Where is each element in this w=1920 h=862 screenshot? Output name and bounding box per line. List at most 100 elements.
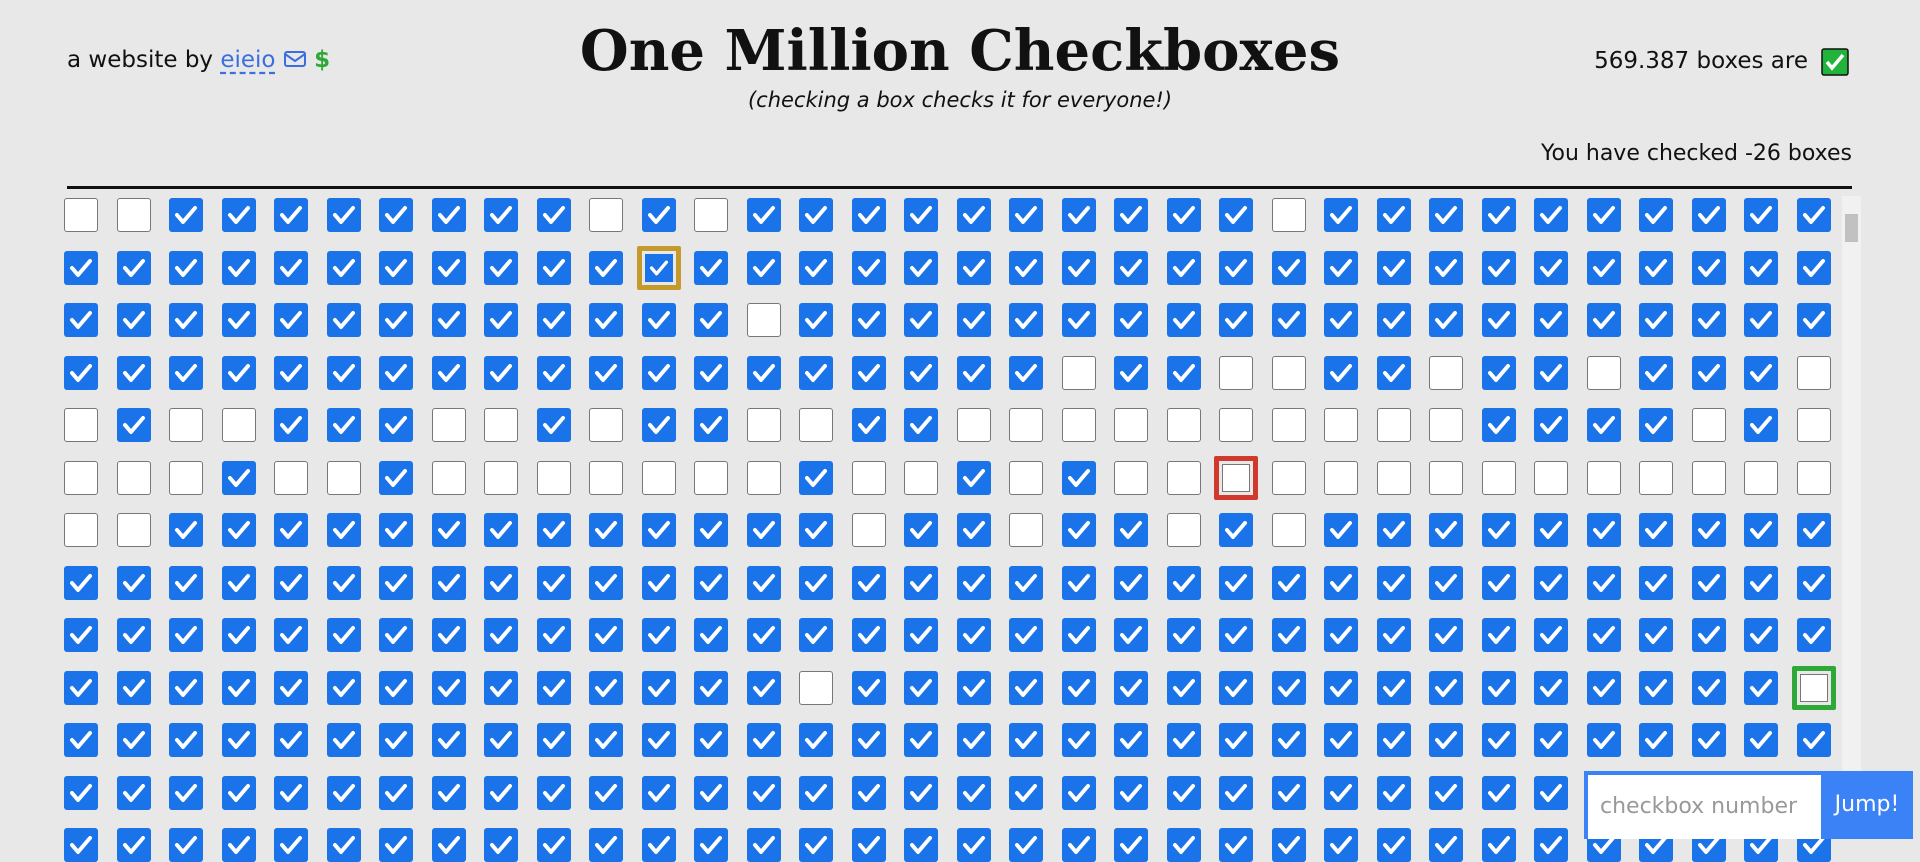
checkbox[interactable]: [431, 513, 466, 547]
checkbox[interactable]: [274, 723, 308, 757]
checkbox[interactable]: [326, 460, 361, 495]
checkbox[interactable]: [431, 565, 466, 600]
checkbox[interactable]: [1534, 670, 1568, 705]
checkbox[interactable]: [221, 460, 256, 495]
checkbox[interactable]: [694, 198, 728, 232]
checkbox[interactable]: [1481, 670, 1516, 705]
checkbox[interactable]: [641, 408, 676, 442]
checkbox[interactable]: [326, 250, 361, 285]
checkbox[interactable]: [1061, 565, 1096, 600]
checkbox[interactable]: [641, 355, 676, 390]
checkbox[interactable]: [746, 198, 781, 232]
checkbox[interactable]: [1114, 775, 1148, 810]
checkbox[interactable]: [1691, 513, 1726, 547]
checkbox[interactable]: [1271, 303, 1306, 337]
checkbox[interactable]: [1376, 618, 1411, 652]
checkbox[interactable]: [589, 250, 623, 285]
checkbox[interactable]: [536, 618, 571, 652]
checkbox[interactable]: [1324, 198, 1358, 232]
checkbox[interactable]: [694, 355, 728, 390]
checkbox[interactable]: [1639, 670, 1673, 705]
checkbox[interactable]: [64, 355, 98, 390]
checkbox[interactable]: [956, 723, 991, 757]
checkbox[interactable]: [1166, 618, 1201, 652]
checkbox[interactable]: [116, 460, 151, 495]
checkbox[interactable]: [326, 198, 361, 232]
checkbox[interactable]: [799, 723, 833, 757]
checkbox[interactable]: [274, 565, 308, 600]
checkbox[interactable]: [1744, 355, 1778, 390]
checkbox[interactable]: [536, 828, 571, 862]
checkbox[interactable]: [64, 198, 98, 232]
checkbox[interactable]: [1009, 198, 1043, 232]
checkbox[interactable]: [1429, 250, 1463, 285]
checkbox[interactable]: [116, 198, 151, 232]
checkbox[interactable]: [169, 670, 203, 705]
checkbox[interactable]: [1219, 355, 1253, 390]
checkbox[interactable]: [1429, 670, 1463, 705]
checkbox[interactable]: [1061, 250, 1096, 285]
checkbox[interactable]: [536, 355, 571, 390]
checkbox[interactable]: [536, 408, 571, 442]
checkbox[interactable]: [1219, 408, 1253, 442]
checkbox[interactable]: [1271, 618, 1306, 652]
checkbox[interactable]: [956, 775, 991, 810]
checkbox[interactable]: [221, 670, 256, 705]
checkbox[interactable]: [1586, 618, 1621, 652]
checkbox[interactable]: [589, 408, 623, 442]
checkbox[interactable]: [1534, 408, 1568, 442]
checkbox[interactable]: [116, 355, 151, 390]
checkbox[interactable]: [1219, 775, 1253, 810]
checkbox[interactable]: [589, 828, 623, 862]
checkbox[interactable]: [1271, 460, 1306, 495]
checkbox[interactable]: [221, 303, 256, 337]
checkbox[interactable]: [1744, 198, 1778, 232]
checkbox[interactable]: [1271, 670, 1306, 705]
checkbox[interactable]: [326, 408, 361, 442]
checkbox[interactable]: [589, 565, 623, 600]
checkbox[interactable]: [1114, 723, 1148, 757]
checkbox[interactable]: [1114, 408, 1148, 442]
checkbox[interactable]: [1009, 250, 1043, 285]
checkbox[interactable]: [1219, 303, 1253, 337]
checkbox[interactable]: [431, 723, 466, 757]
checkbox[interactable]: [1061, 513, 1096, 547]
checkbox[interactable]: [221, 775, 256, 810]
checkbox[interactable]: [904, 670, 938, 705]
checkbox[interactable]: [274, 408, 308, 442]
checkbox[interactable]: [326, 828, 361, 862]
checkbox[interactable]: [1324, 565, 1358, 600]
checkbox[interactable]: [589, 723, 623, 757]
checkbox[interactable]: [1586, 723, 1621, 757]
checkbox[interactable]: [746, 565, 781, 600]
checkbox[interactable]: [1271, 355, 1306, 390]
checkbox[interactable]: [1691, 670, 1726, 705]
checkbox[interactable]: [536, 723, 571, 757]
checkbox[interactable]: [956, 408, 991, 442]
checkbox[interactable]: [746, 828, 781, 862]
checkbox[interactable]: [274, 670, 308, 705]
checkbox[interactable]: [1429, 565, 1463, 600]
checkbox[interactable]: [746, 460, 781, 495]
checkbox[interactable]: [1744, 513, 1778, 547]
checkbox[interactable]: [169, 408, 203, 442]
checkbox[interactable]: [694, 460, 728, 495]
checkbox[interactable]: [116, 513, 151, 547]
checkbox[interactable]: [1376, 670, 1411, 705]
checkbox[interactable]: [1061, 198, 1096, 232]
checkbox[interactable]: [904, 250, 938, 285]
checkbox[interactable]: [1009, 565, 1043, 600]
checkbox[interactable]: [379, 723, 413, 757]
checkbox[interactable]: [536, 513, 571, 547]
checkbox[interactable]: [641, 775, 676, 810]
checkbox[interactable]: [1166, 723, 1201, 757]
checkbox[interactable]: [379, 355, 413, 390]
checkbox[interactable]: [589, 303, 623, 337]
checkbox[interactable]: [641, 828, 676, 862]
checkbox[interactable]: [431, 303, 466, 337]
checkbox[interactable]: [1271, 828, 1306, 862]
checkbox[interactable]: [641, 723, 676, 757]
checkbox[interactable]: [1586, 250, 1621, 285]
checkbox[interactable]: [1796, 355, 1831, 390]
checkbox[interactable]: [1639, 565, 1673, 600]
